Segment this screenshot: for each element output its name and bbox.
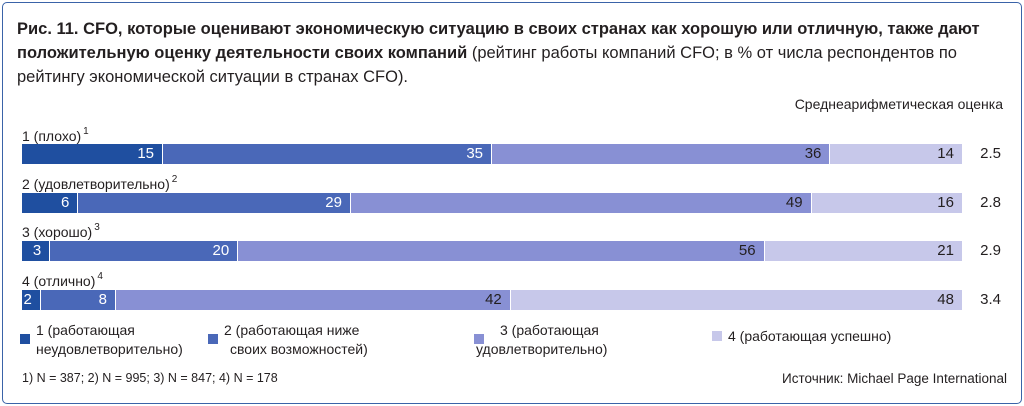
category-text: 1 (плохо) — [22, 128, 82, 144]
bar-segment: 49 — [350, 193, 812, 213]
legend-label-1a: 1 (работающая — [36, 322, 135, 338]
bar-segment: 2 — [22, 290, 41, 310]
bar-segment: 42 — [115, 290, 511, 310]
legend-item-4: 4 (работающая успешно) — [712, 323, 891, 346]
bar-segment: 6 — [22, 193, 79, 213]
legend-item-2: 2 (работающая ниже своих возможностей) — [208, 321, 368, 359]
segment-value-label: 3 — [32, 242, 42, 259]
category-footnote-mark: 2 — [171, 174, 178, 185]
title-normal: (рейтинг работы компаний CFO; в % от чис… — [17, 44, 957, 86]
segment-value-label: 15 — [137, 145, 154, 162]
segment-value-label: 21 — [937, 242, 954, 259]
average-score: 2.9 — [980, 242, 1001, 259]
category-label: 1 (плохо) 1 — [22, 126, 89, 144]
bar-segment: 16 — [811, 193, 962, 213]
segment-value-label: 48 — [937, 291, 954, 308]
bar-row: 6 29 49 16 — [22, 193, 962, 213]
average-score: 2.5 — [980, 145, 1001, 162]
category-footnote-mark: 4 — [97, 271, 103, 282]
legend-label-3a: 3 (работающая — [500, 322, 599, 338]
category-footnote-mark: 1 — [83, 126, 89, 137]
legend-swatch-1 — [20, 334, 30, 344]
category-footnote-mark: 3 — [94, 222, 100, 233]
legend-label-1b: неудовлетворительно) — [36, 341, 183, 357]
segment-value-label: 36 — [804, 145, 822, 162]
segment-value-label: 20 — [212, 242, 230, 259]
average-score: 3.4 — [980, 291, 1001, 308]
legend-label-2a: 2 (работающая ниже — [224, 322, 360, 338]
bar-segment: 48 — [510, 290, 962, 310]
legend-item-3: 3 (работающая удовлетворительно) — [474, 321, 607, 359]
bar-segment: 8 — [40, 290, 116, 310]
segment-value-label: 42 — [485, 291, 502, 308]
legend-label-4a: 4 (работающая успешно) — [728, 328, 892, 344]
bar-segment: 20 — [50, 241, 239, 261]
segment-value-label: 29 — [325, 194, 342, 211]
segment-value-label: 8 — [98, 291, 107, 308]
segment-value-label: 16 — [937, 194, 954, 211]
category-label: 3 (хорошо) 3 — [22, 222, 100, 240]
source-note: Источник: Michael Page International — [782, 371, 1007, 386]
footnotes: 1) N = 387; 2) N = 995; 3) N = 847; 4) N… — [22, 371, 278, 385]
legend-swatch-3 — [474, 334, 484, 344]
category-text: 4 (отлично) — [22, 273, 96, 289]
bar-row: 3 20 56 21 — [22, 241, 962, 261]
average-score: 2.8 — [980, 194, 1001, 211]
segment-value-label: 49 — [785, 194, 803, 211]
bar-segment: 15 — [22, 144, 163, 164]
legend-item-1: 1 (работающая неудовлетворительно) — [20, 321, 183, 359]
bar-segment: 56 — [238, 241, 765, 261]
title-bold: Рис. 11. CFO, которые оценивают экономич… — [17, 20, 980, 62]
category-label: 2 (удовлетворительно) 2 — [22, 174, 178, 192]
category-label: 4 (отлично) 4 — [22, 271, 103, 289]
legend-label-3b: удовлетворительно) — [476, 341, 608, 357]
segment-value-label: 35 — [466, 145, 483, 162]
legend-label-2b: своих возможностей) — [230, 341, 368, 357]
category-text: 2 (удовлетворительно) — [22, 176, 170, 192]
bar-row: 2 8 42 48 — [22, 290, 962, 310]
bar-segment: 21 — [764, 241, 962, 261]
bar-segment: 35 — [163, 144, 492, 164]
legend-swatch-2 — [208, 334, 218, 344]
average-header: Среднеарифметическая оценка — [794, 96, 1003, 112]
bar-segment: 3 — [22, 241, 51, 261]
figure-title: Рис. 11. CFO, которые оценивают экономич… — [17, 17, 1017, 89]
bar-row: 15 35 36 14 — [22, 144, 962, 164]
segment-value-label: 6 — [61, 194, 70, 211]
segment-value-label: 2 — [23, 291, 32, 308]
bar-segment: 14 — [830, 144, 962, 164]
legend-swatch-4 — [712, 331, 722, 341]
bar-segment: 29 — [78, 193, 351, 213]
bar-segment: 36 — [492, 144, 831, 164]
segment-value-label: 56 — [738, 242, 756, 259]
category-text: 3 (хорошо) — [22, 224, 93, 240]
segment-value-label: 14 — [937, 145, 954, 162]
